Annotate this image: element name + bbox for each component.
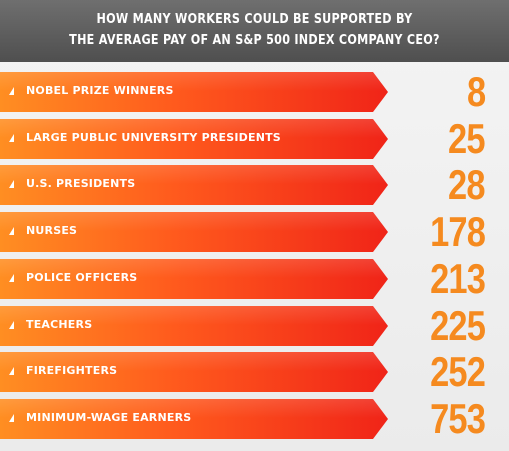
triangle-bullet-icon xyxy=(9,180,14,188)
bar-row: U.S. PRESIDENTS 28 xyxy=(0,161,509,208)
category-label: FIREFIGHTERS xyxy=(26,364,118,377)
bar-row: FIREFIGHTERS 252 xyxy=(0,348,509,395)
bar xyxy=(0,119,388,159)
category-label: U.S. PRESIDENTS xyxy=(26,177,136,190)
bar-row: NOBEL PRIZE WINNERS 8 xyxy=(0,68,509,115)
bar xyxy=(0,306,388,346)
category-label: MINIMUM-WAGE EARNERS xyxy=(26,411,192,424)
category-label: LARGE PUBLIC UNIVERSITY PRESIDENTS xyxy=(26,131,281,144)
bar-row: NURSES 178 xyxy=(0,208,509,255)
bar-row: LARGE PUBLIC UNIVERSITY PRESIDENTS 25 xyxy=(0,115,509,162)
bar xyxy=(0,259,388,299)
category-label: TEACHERS xyxy=(26,318,93,331)
bar-row: MINIMUM-WAGE EARNERS 753 xyxy=(0,395,509,442)
category-label: POLICE OFFICERS xyxy=(26,271,138,284)
category-label: NOBEL PRIZE WINNERS xyxy=(26,84,174,97)
chart-title-line-2: THE AVERAGE PAY OF AN S&P 500 INDEX COMP… xyxy=(69,33,440,48)
bar-row: POLICE OFFICERS 213 xyxy=(0,255,509,302)
triangle-bullet-icon xyxy=(9,321,14,329)
category-label: NURSES xyxy=(26,224,78,237)
value-label: 225 xyxy=(429,302,486,349)
value-label: 28 xyxy=(448,161,485,208)
triangle-bullet-icon xyxy=(9,414,14,422)
bar xyxy=(0,399,388,439)
bar-row: TEACHERS 225 xyxy=(0,302,509,349)
bar xyxy=(0,352,388,392)
triangle-bullet-icon xyxy=(9,367,14,375)
triangle-bullet-icon xyxy=(9,274,14,282)
bar xyxy=(0,72,388,112)
bar xyxy=(0,165,388,205)
value-label: 178 xyxy=(429,208,486,255)
triangle-bullet-icon xyxy=(9,227,14,235)
triangle-bullet-icon xyxy=(9,134,14,142)
value-label: 213 xyxy=(429,255,486,302)
chart-header: HOW MANY WORKERS COULD BE SUPPORTED BY T… xyxy=(0,0,509,62)
value-label: 8 xyxy=(466,68,486,115)
bar xyxy=(0,212,388,252)
chart-title-line-1: HOW MANY WORKERS COULD BE SUPPORTED BY xyxy=(96,12,413,27)
value-label: 753 xyxy=(429,395,486,442)
value-label: 25 xyxy=(448,115,485,162)
triangle-bullet-icon xyxy=(9,87,14,95)
value-label: 252 xyxy=(429,348,486,395)
